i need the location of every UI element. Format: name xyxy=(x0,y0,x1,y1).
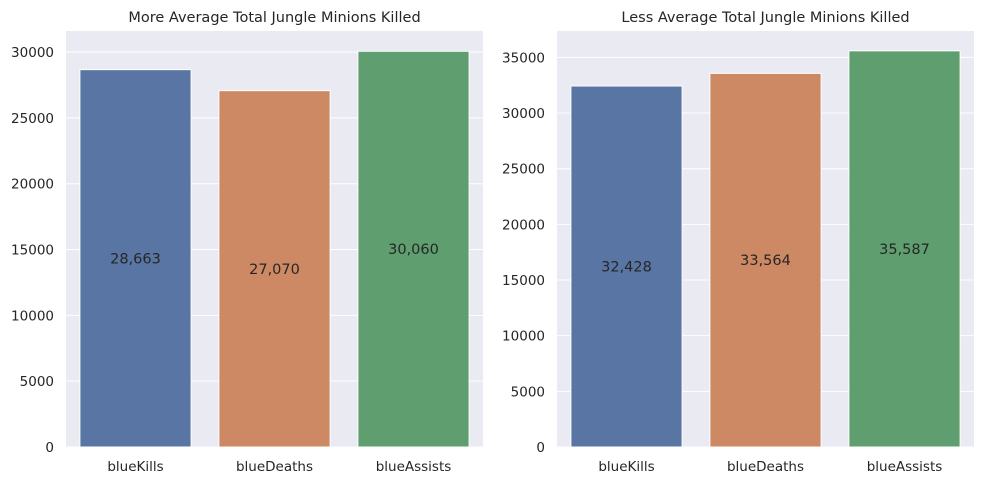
y-tick-label: 15000 xyxy=(502,273,545,289)
bar-blueKills xyxy=(79,69,192,448)
data-label: 30,060 xyxy=(388,242,439,258)
y-tick-label: 25000 xyxy=(502,162,545,178)
data-labels: 32,428 33,564 35,587 xyxy=(601,242,930,276)
chart-title: More Average Total Jungle Minions Killed xyxy=(128,10,420,26)
bars xyxy=(79,50,470,448)
x-axis: blueKills blueDeaths blueAssists xyxy=(107,459,451,475)
x-tick-label: blueKills xyxy=(107,459,163,475)
y-tick-label: 20000 xyxy=(11,177,54,193)
y-axis: 0 5000 10000 15000 20000 25000 30000 xyxy=(11,45,54,456)
data-label: 33,564 xyxy=(740,253,791,269)
y-tick-label: 0 xyxy=(45,440,54,456)
y-tick-label: 15000 xyxy=(11,243,54,259)
data-label: 32,428 xyxy=(601,260,652,276)
y-tick-label: 35000 xyxy=(502,50,545,66)
right-chart: Less Average Total Jungle Minions Killed… xyxy=(502,10,974,475)
y-tick-label: 0 xyxy=(536,440,545,456)
data-labels: 28,663 27,070 30,060 xyxy=(110,242,439,278)
x-tick-label: blueAssists xyxy=(376,459,452,475)
y-tick-label: 30000 xyxy=(11,45,54,61)
bar-blueDeaths xyxy=(218,90,331,448)
y-tick-label: 10000 xyxy=(11,308,54,324)
y-tick-label: 20000 xyxy=(502,217,545,233)
chart-title: Less Average Total Jungle Minions Killed xyxy=(621,10,909,26)
y-axis: 0 5000 10000 15000 20000 25000 30000 35000 xyxy=(502,50,545,456)
x-tick-label: blueAssists xyxy=(867,459,943,475)
x-tick-label: blueKills xyxy=(598,459,654,475)
y-tick-label: 5000 xyxy=(20,374,54,390)
data-label: 27,070 xyxy=(249,262,300,278)
bar-blueKills xyxy=(570,85,683,448)
y-tick-label: 5000 xyxy=(511,384,545,400)
bar-blueAssists xyxy=(357,50,470,448)
y-tick-label: 30000 xyxy=(502,106,545,122)
x-axis: blueKills blueDeaths blueAssists xyxy=(598,459,942,475)
bar-blueAssists xyxy=(848,50,961,448)
data-label: 28,663 xyxy=(110,251,161,267)
data-label: 35,587 xyxy=(879,242,930,258)
left-chart: More Average Total Jungle Minions Killed… xyxy=(11,10,483,475)
bar-blueDeaths xyxy=(709,72,822,448)
x-tick-label: blueDeaths xyxy=(236,459,313,475)
bars xyxy=(570,50,961,448)
y-tick-label: 25000 xyxy=(11,111,54,127)
x-tick-label: blueDeaths xyxy=(727,459,804,475)
y-tick-label: 10000 xyxy=(502,329,545,345)
